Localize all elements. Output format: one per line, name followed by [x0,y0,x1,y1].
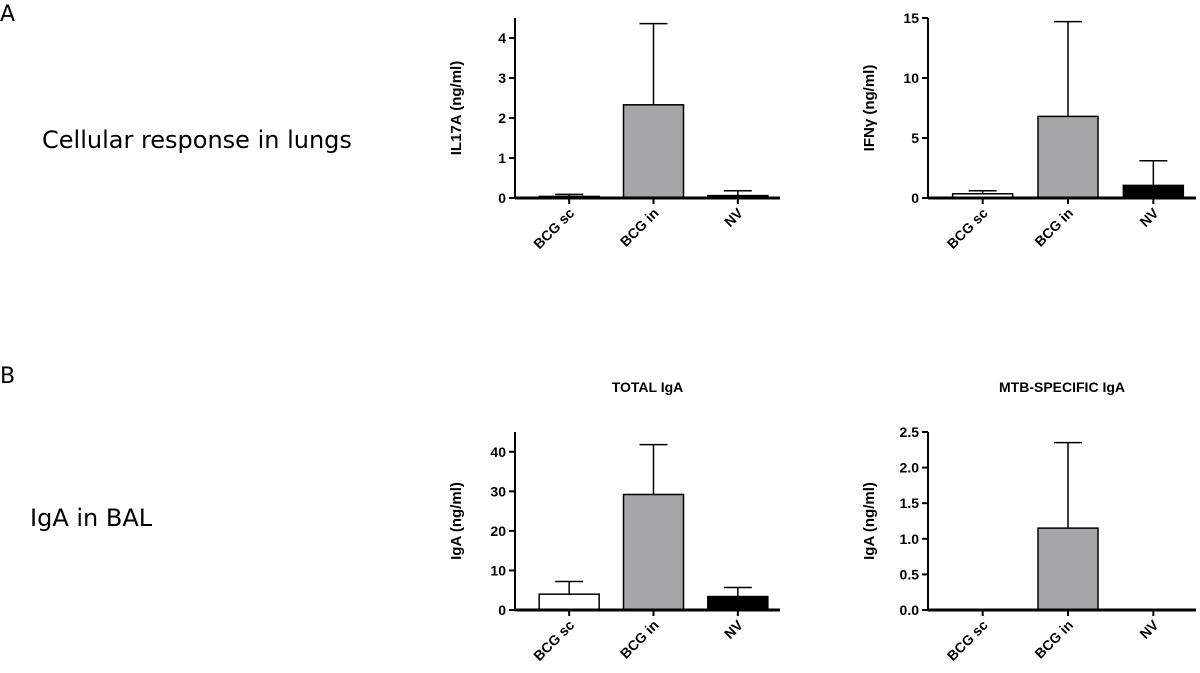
chart-3-xtick-label-3: NV [721,616,747,642]
chart-3-bar-1 [538,593,600,611]
chart-1-xtick-label-1: BCG sc [530,205,577,252]
chart-1-ytick-label-3: 2 [498,110,506,126]
chart-4-ytick-label-5: 2.0 [900,460,920,476]
chart-2-ytick-label-1: 0 [911,190,919,206]
chart-1-ylabel: IL17A (ng/ml) [448,61,465,155]
chart-1-ytick-label-1: 0 [498,190,506,206]
chart-4-title: MTB-SPECIFIC IgA [999,379,1125,395]
chart-3-ytick-label-1: 0 [498,602,506,618]
chart-4-ylabel: IgA (ng/ml) [861,482,878,560]
chart-4-ytick-label-6: 2.5 [900,424,920,440]
chart-3-xtick-label-1: BCG sc [530,617,577,664]
chart-2-bar-3 [1122,184,1185,199]
chart-1-bar-2 [622,104,685,199]
chart-2-xtick-label-1: BCG sc [944,205,991,252]
chart-1-xtick-label-3: NV [721,204,747,230]
chart-2-ytick-label-3: 10 [903,70,919,86]
chart-4-ytick-label-3: 1.0 [900,531,920,547]
panel-b-label: IgA in BAL [30,504,153,532]
chart-2-xtick-label-3: NV [1136,204,1162,230]
chart-3-bar-2 [622,493,685,611]
chart-2-xtick-label-2: BCG in [1031,205,1076,250]
chart-4-xtick-label-2: BCG in [1031,617,1076,662]
panel-a-label: Cellular response in lungs [42,126,352,154]
chart-1-xtick-label-2: BCG in [617,205,662,250]
chart-2-bar-2 [1037,115,1099,199]
chart-3-ylabel: IgA (ng/ml) [448,482,465,560]
chart-4-bar-2 [1037,527,1099,611]
chart-4-xtick-label-3: NV [1136,616,1162,642]
chart-4-ytick-label-4: 1.5 [900,495,920,511]
chart-1-ytick-label-2: 1 [498,150,506,166]
chart-3-ytick-label-4: 30 [490,483,506,499]
chart-2-ytick-label-4: 15 [903,10,919,26]
chart-3-ytick-label-2: 10 [490,562,506,578]
chart-4-ytick-label-1: 0.0 [900,602,920,618]
chart-3-bar-3 [707,595,769,611]
panel-a-letter: A [0,2,16,27]
chart-3-title: TOTAL IgA [612,379,684,395]
chart-3-ytick-label-3: 20 [490,523,506,539]
chart-1-ytick-label-4: 3 [498,70,506,86]
panel-b-letter: B [0,364,16,389]
chart-4-xtick-label-1: BCG sc [944,617,991,664]
chart-4-ytick-label-2: 0.5 [900,566,920,582]
chart-3-xtick-label-2: BCG in [617,617,662,662]
chart-1-ytick-label-5: 4 [498,30,506,46]
chart-2-ytick-label-2: 5 [911,130,919,146]
chart-2-ylabel: IFNγ (ng/ml) [861,65,878,152]
chart-3-ytick-label-5: 40 [490,444,506,460]
